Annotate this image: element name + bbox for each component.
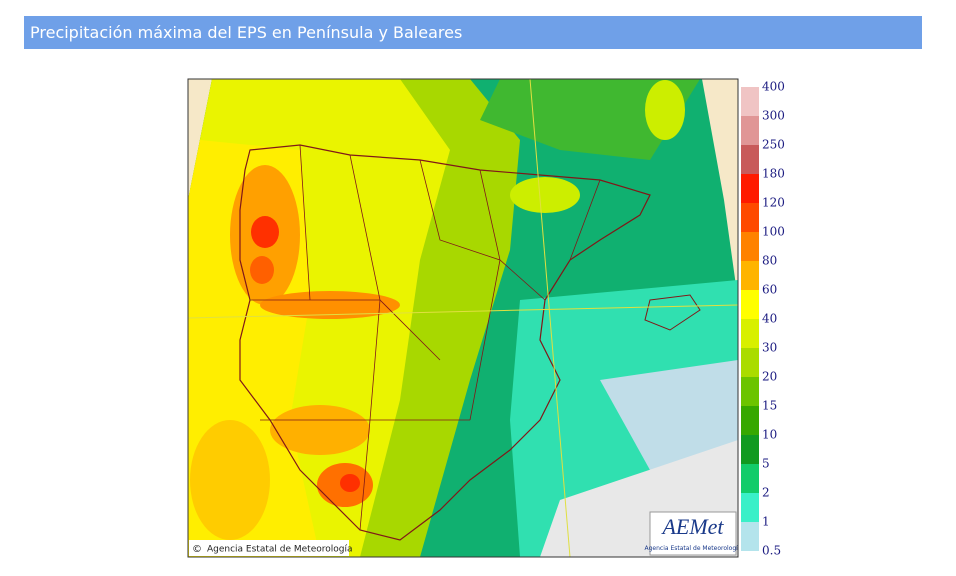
legend-swatch	[741, 203, 759, 232]
legend-label: 2	[762, 486, 770, 500]
legend-swatch	[741, 116, 759, 145]
legend-swatch	[741, 464, 759, 493]
legend-label: 30	[762, 341, 777, 355]
legend-swatch	[741, 406, 759, 435]
title-bar: Precipitación máxima del EPS en Penínsul…	[24, 16, 922, 49]
legend-swatch	[741, 174, 759, 203]
legend-label: 10	[762, 428, 777, 442]
legend-swatch	[741, 493, 759, 522]
copyright: ©	[192, 544, 202, 555]
legend-swatch	[741, 145, 759, 174]
logo: AEMet	[660, 514, 724, 539]
legend-label: 120	[762, 196, 785, 210]
legend-label: 80	[762, 254, 777, 268]
legend-swatch	[741, 522, 759, 551]
legend-label: 250	[762, 138, 785, 152]
legend-label: 60	[762, 283, 777, 297]
map: AEMet Agencia Estatal de Meteorología © …	[188, 79, 742, 557]
legend-label: 400	[762, 80, 785, 94]
legend-label: 15	[762, 399, 777, 413]
legend-label: 40	[762, 312, 777, 326]
legend-swatch	[741, 290, 759, 319]
logo-subtitle: Agencia Estatal de Meteorología	[645, 545, 742, 552]
legend-swatch	[741, 377, 759, 406]
legend-swatch	[741, 232, 759, 261]
legend-swatch	[741, 435, 759, 464]
legend-swatch	[741, 87, 759, 116]
legend: 400 300 250 180 120 100 80 60 40 30 20 15 10 5 2 1 0.5	[741, 80, 785, 558]
legend-swatch	[741, 261, 759, 290]
legend-label: 5	[762, 457, 770, 471]
map-credit: Agencia Estatal de Meteorología	[207, 545, 353, 555]
legend-swatch	[741, 319, 759, 348]
legend-label: 20	[762, 370, 777, 384]
map-frame	[187, 78, 739, 558]
legend-swatch	[741, 348, 759, 377]
legend-label: 180	[762, 167, 785, 181]
legend-label: 0.5	[762, 544, 781, 558]
legend-label: 300	[762, 109, 785, 123]
legend-label: 100	[762, 225, 785, 239]
legend-label: 1	[762, 515, 770, 529]
